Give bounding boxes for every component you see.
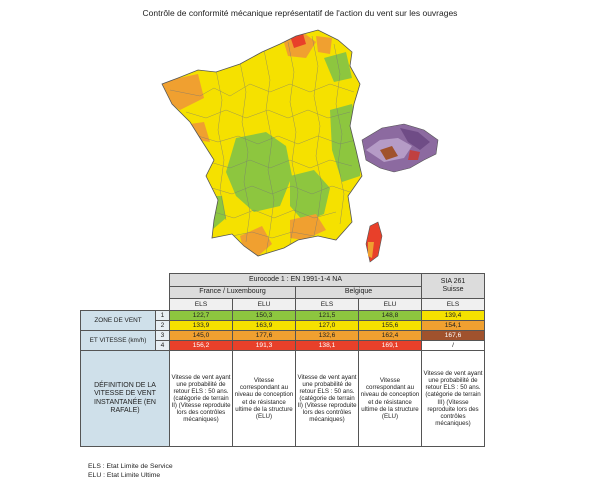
zone-number: 4 (155, 340, 170, 351)
sia-subtitle: Suisse (442, 286, 464, 293)
value-cell: 133,9 (169, 320, 233, 331)
zone-number: 1 (155, 310, 170, 321)
zone-1-area-center (290, 170, 330, 222)
department-borders (169, 35, 357, 255)
definition-france-elu: Vitesse correspondant au niveau de conce… (232, 350, 296, 447)
value-cell: 155,6 (358, 320, 422, 331)
corsica-zone-3 (368, 242, 374, 258)
value-cell: 163,9 (232, 320, 296, 331)
definition-label: DÉFINITION DE LA VITESSE DE VENT INSTANT… (80, 350, 170, 447)
col-header-france-elu: ELU (232, 298, 296, 311)
zone-number: 2 (155, 320, 170, 331)
value-cell: 169,1 (358, 340, 422, 351)
sia-title: SIA 261 (440, 277, 466, 285)
value-cell: 156,2 (169, 340, 233, 351)
value-cell: 162,4 (358, 330, 422, 341)
france-header: France / Luxembourg (169, 286, 296, 299)
value-cell: 148,8 (358, 310, 422, 321)
zone-3-area-ardennes (316, 36, 332, 54)
value-cell: 150,3 (232, 310, 296, 321)
value-cell: / (421, 340, 485, 351)
value-cell: 167,6 (421, 330, 485, 341)
value-cell: 121,5 (295, 310, 359, 321)
page-title: Contrôle de conformité mécanique représe… (142, 8, 458, 18)
wind-zone-map (161, 29, 439, 263)
switzerland-map (361, 123, 439, 173)
value-cell: 122,7 (169, 310, 233, 321)
value-cell: 127,0 (295, 320, 359, 331)
zone-label-top: ZONE DE VENT (80, 310, 156, 331)
zone-1-area-southwest (226, 132, 292, 212)
definition-belgique-els: Vitesse de vent ayant une probabilité de… (295, 350, 359, 447)
wind-speed-table: Eurocode 1 : EN 1991-1-4 NA SIA 261 Suis… (80, 273, 485, 447)
eurocode-header: Eurocode 1 : EN 1991-1-4 NA (169, 273, 422, 287)
definition-france-els: Vitesse de vent ayant une probabilité de… (169, 350, 233, 447)
value-cell: 132,6 (295, 330, 359, 341)
definition-belgique-elu: Vitesse correspondant au niveau de conce… (358, 350, 422, 447)
col-header-belgique-els: ELS (295, 298, 359, 311)
col-header-france-els: ELS (169, 298, 233, 311)
france-outline (161, 29, 363, 257)
sia-header: SIA 261 Suisse (421, 273, 485, 299)
value-cell: 154,1 (421, 320, 485, 331)
zone-number: 3 (155, 330, 170, 341)
belgique-header: Belgique (295, 286, 422, 299)
value-cell: 139,4 (421, 310, 485, 321)
zone-label-bottom: ET VITESSE (km/h) (80, 330, 156, 351)
value-cell: 191,3 (232, 340, 296, 351)
zone-1-area-alsace (324, 52, 352, 82)
value-cell: 145,0 (169, 330, 233, 341)
legend-els: ELS : Etat Limite de Service (88, 463, 173, 470)
value-cell: 138,1 (295, 340, 359, 351)
col-header-suisse-els: ELS (421, 298, 485, 311)
definition-suisse-els: Vitesse de vent ayant une probabilité de… (421, 350, 485, 447)
value-cell: 177,6 (232, 330, 296, 341)
abbreviation-legend: ELS : Etat Limite de Service ELU : Etat … (88, 462, 173, 480)
col-header-belgique-elu: ELU (358, 298, 422, 311)
legend-elu: ELU : Etat Limite Ultime (88, 472, 161, 479)
zone-3-area-bretagne (162, 74, 204, 110)
